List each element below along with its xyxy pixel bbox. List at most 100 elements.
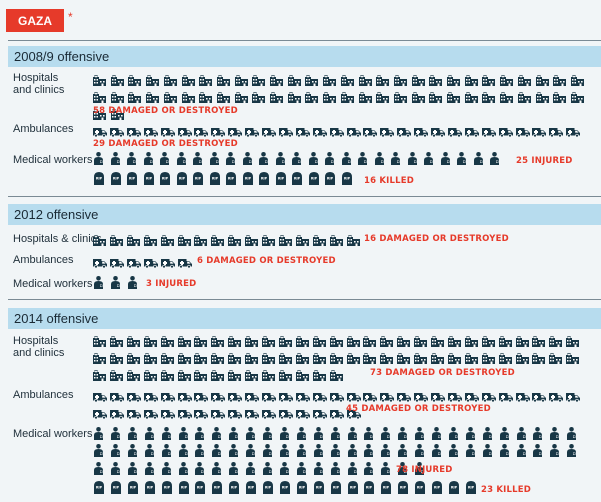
ambulance-icon xyxy=(93,389,107,403)
ambulance-icon xyxy=(211,124,226,138)
medical-worker-icon xyxy=(499,427,510,440)
medical-worker-icon xyxy=(110,276,121,289)
gravestone-icon: RIP xyxy=(245,481,257,494)
hospital-icon xyxy=(393,73,407,86)
medical-worker-icon xyxy=(127,444,138,458)
medical-worker-icon xyxy=(192,152,203,165)
medical-worker-icon xyxy=(296,444,307,458)
hospital-icon xyxy=(143,334,157,347)
hospital-icon xyxy=(481,334,495,347)
ambulance-icon xyxy=(346,389,361,403)
hospital-icon xyxy=(346,351,360,364)
medical-worker-icon xyxy=(330,461,341,475)
gravestone-icon: RIP xyxy=(324,172,336,185)
medical-worker-icon xyxy=(363,444,374,458)
hospital-icon xyxy=(287,73,301,86)
svg-text:RIP: RIP xyxy=(468,486,475,490)
row-label: Hospitals xyxy=(13,335,59,347)
hospital-icon xyxy=(532,334,546,347)
hospital-icon xyxy=(262,368,275,381)
hospital-icon xyxy=(532,351,546,364)
row-label: and clinics xyxy=(13,84,65,96)
hospital-icon xyxy=(517,73,531,86)
section-title: 2008/9 offensive xyxy=(8,46,601,67)
ambulance-icon xyxy=(228,124,243,138)
ambulance-icon xyxy=(498,124,513,138)
hospital-icon xyxy=(109,233,123,246)
medical-worker-icon xyxy=(516,427,527,440)
hospital-icon xyxy=(194,368,208,381)
medical-worker-icon xyxy=(275,152,286,165)
ambulance-icon xyxy=(177,124,192,138)
hospital-icon xyxy=(312,351,326,364)
medical-worker-icon xyxy=(144,461,155,475)
medical-worker-icon xyxy=(347,427,358,440)
medical-worker-icon xyxy=(176,152,187,165)
medical-worker-icon xyxy=(262,461,273,475)
hospital-icon xyxy=(146,73,160,86)
svg-text:RIP: RIP xyxy=(277,177,284,181)
ambulance-icon xyxy=(177,406,192,420)
gravestone-icon: RIP xyxy=(211,481,223,494)
hospital-icon xyxy=(160,334,174,347)
svg-text:RIP: RIP xyxy=(383,486,390,490)
hospital-icon xyxy=(447,90,460,103)
medical-worker-icon xyxy=(363,461,374,475)
hospital-icon xyxy=(482,73,496,86)
svg-text:RIP: RIP xyxy=(294,177,301,181)
medical-worker-icon xyxy=(397,461,408,475)
ambulance-icon xyxy=(245,124,260,138)
row-label: Ambulances xyxy=(13,254,74,266)
svg-text:RIP: RIP xyxy=(451,486,458,490)
svg-text:RIP: RIP xyxy=(282,486,289,490)
svg-text:RIP: RIP xyxy=(244,177,251,181)
hospital-icon xyxy=(143,368,157,381)
gravestone-icon: RIP xyxy=(143,172,155,185)
ambulance-icon xyxy=(464,389,479,403)
gravestone-icon: RIP xyxy=(159,172,171,185)
ambulance-icon xyxy=(93,406,107,420)
gravestone-icon: RIP xyxy=(363,481,375,494)
gravestone-icon: RIP xyxy=(330,481,342,494)
hospital-icon xyxy=(278,334,292,347)
hospital-icon xyxy=(380,351,394,364)
row-label: Hospitals xyxy=(13,72,59,84)
hospital-icon xyxy=(143,351,157,364)
medical-worker-icon xyxy=(110,461,121,475)
hospital-icon xyxy=(93,368,106,381)
ambulance-icon xyxy=(245,406,260,420)
hospital-icon xyxy=(262,334,275,347)
row-label: Ambulances xyxy=(13,123,74,135)
ambulance-icon xyxy=(177,389,192,403)
hospital-icon xyxy=(126,368,140,381)
ambulance-icon xyxy=(194,389,209,403)
ambulance-icon xyxy=(194,406,209,420)
hospital-icon xyxy=(397,351,411,364)
ambulance-icon xyxy=(447,124,462,138)
ambulance-icon xyxy=(312,406,327,420)
hospital-icon xyxy=(194,233,208,246)
ambulance-icon xyxy=(481,389,496,403)
hospital-icon xyxy=(397,334,411,347)
medical-worker-icon xyxy=(245,444,256,458)
medical-worker-icon xyxy=(194,461,205,475)
ambulance-icon xyxy=(397,124,412,138)
hospital-icon xyxy=(211,368,225,381)
hospital-icon xyxy=(376,73,390,86)
medical-worker-icon xyxy=(110,444,121,458)
hospital-icon xyxy=(447,334,461,347)
hospital-icon xyxy=(517,90,531,103)
ambulance-icon xyxy=(228,406,243,420)
gravestone-icon: RIP xyxy=(161,481,173,494)
count-label: 16 DAMAGED OR DESTROYED xyxy=(364,234,509,244)
ambulance-icon xyxy=(295,389,310,403)
ambulance-icon xyxy=(126,406,141,420)
medical-worker-icon xyxy=(308,152,319,165)
hospital-icon xyxy=(93,73,106,86)
hospital-icon xyxy=(380,334,394,347)
medical-worker-icon xyxy=(228,444,239,458)
ambulance-icon xyxy=(566,124,581,138)
hospital-icon xyxy=(553,73,567,86)
medical-worker-icon xyxy=(296,427,307,440)
svg-text:RIP: RIP xyxy=(434,486,441,490)
